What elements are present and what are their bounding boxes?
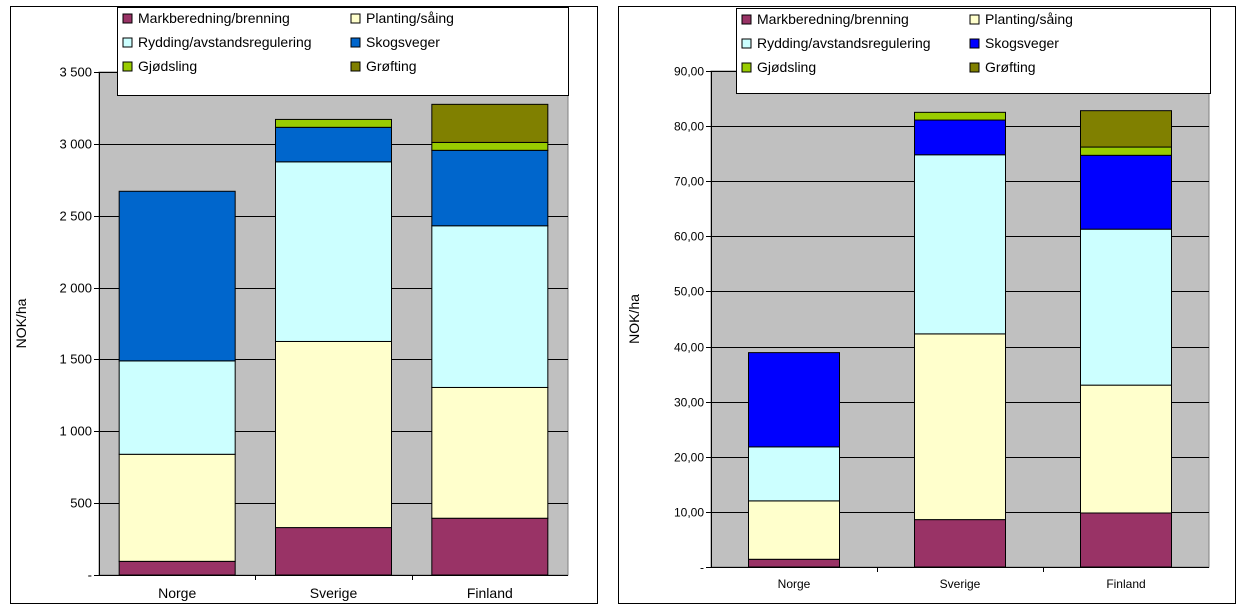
y-tick-label: 1 500 (59, 352, 92, 367)
legend-entry: Gjødsling (138, 58, 197, 74)
bar-segment (431, 225, 549, 388)
y-tick-label: 2 500 (59, 209, 92, 224)
legend-entry: Grøfting (985, 59, 1036, 75)
y-tick-label: 1 000 (59, 424, 92, 439)
legend-swatch (122, 61, 133, 72)
bar-segment (275, 340, 392, 529)
legend-swatch (122, 37, 133, 48)
y-tick-label: 10,00 (674, 506, 704, 520)
legend-box (117, 7, 569, 96)
legend-entry: Rydding/avstandsregulering (757, 35, 931, 51)
bar-segment (118, 360, 236, 455)
bar-segment (914, 333, 1006, 521)
y-tick-label: 3 500 (59, 65, 92, 80)
bar-segment (118, 453, 236, 562)
bar-segment (275, 118, 392, 128)
bar-segment (431, 517, 549, 576)
y-tick-label: 40,00 (674, 341, 704, 355)
legend-swatch (350, 13, 361, 24)
legend-swatch (350, 37, 361, 48)
y-tick-label: 500 (70, 496, 92, 511)
legend-entry: Skogsveger (366, 34, 440, 50)
y-tick-label: 80,00 (674, 120, 704, 134)
bar-segment (431, 149, 549, 227)
bar-segment (118, 560, 236, 576)
x-tick-label: Sverige (310, 585, 358, 601)
bar-segment (914, 111, 1006, 121)
bar-segment (431, 386, 549, 519)
legend-entry: Rydding/avstandsregulering (138, 34, 312, 50)
legend-swatch (122, 13, 133, 24)
bar-segment (275, 161, 392, 342)
y-tick-label: 60,00 (674, 230, 704, 244)
legend-swatch (969, 38, 980, 49)
bar-segment (275, 126, 392, 163)
legend-entry: Planting/såing (985, 11, 1073, 27)
x-tick-label: Sverige (940, 577, 981, 591)
legend-entry: Planting/såing (366, 10, 454, 26)
bar-segment (914, 119, 1006, 156)
y-axis-label: NOK/ha (626, 294, 642, 344)
legend-entry: Markberedning/brenning (138, 10, 290, 26)
bar-segment (1080, 228, 1172, 386)
bar-segment (748, 446, 840, 502)
y-tick-label: 50,00 (674, 285, 704, 299)
bar-segment (431, 103, 549, 143)
bar-segment (914, 519, 1006, 568)
legend-entry: Markberedning/brenning (757, 11, 909, 27)
bar-segment (748, 558, 840, 568)
x-tick-label: Finland (1106, 577, 1145, 591)
bar-segment (431, 141, 549, 151)
legend-entry: Grøfting (366, 58, 417, 74)
y-tick-label: 20,00 (674, 451, 704, 465)
y-tick-label: - (88, 568, 92, 583)
bar-segment (748, 352, 840, 448)
chart-left: - 500 1 000 1 500 2 000 2 500 3 000 3 500 NOK/ha… (0, 0, 600, 606)
bar-segment (1080, 146, 1172, 156)
x-tick-label: Norge (778, 577, 811, 591)
legend-swatch (350, 61, 361, 72)
bar-segment (748, 500, 840, 560)
bar-segment (1080, 154, 1172, 230)
legend-swatch (969, 14, 980, 25)
y-tick-label: 90,00 (674, 65, 704, 79)
legend-swatch (741, 14, 752, 25)
chart-left-svg: - 500 1 000 1 500 2 000 2 500 3 000 3 500 NOK/ha… (10, 6, 598, 604)
y-axis-label: NOK/ha (13, 298, 29, 348)
x-tick-label: Norge (158, 585, 196, 601)
bar-segment (1080, 512, 1172, 568)
chart-right: - 10,00 20,00 30,00 40,00 50,00 60,00 70,00 80,0… (618, 0, 1237, 606)
y-tick-label: - (700, 561, 704, 575)
y-tick-label: 70,00 (674, 175, 704, 189)
x-tick-label: Finland (467, 585, 513, 601)
legend-swatch (741, 62, 752, 73)
y-tick-label: 30,00 (674, 396, 704, 410)
bar-segment (1080, 384, 1172, 514)
y-tick-label: 3 000 (59, 137, 92, 152)
bar-segment (118, 190, 236, 362)
bar-segment (275, 527, 392, 576)
legend-swatch (741, 38, 752, 49)
bar-segment (1080, 110, 1172, 148)
legend-entry: Skogsveger (985, 35, 1059, 51)
legend-swatch (969, 62, 980, 73)
y-tick-label: 2 000 (59, 281, 92, 296)
legend-entry: Gjødsling (757, 59, 816, 75)
chart-right-svg: - 10,00 20,00 30,00 40,00 50,00 60,00 70,00 80,0… (618, 6, 1236, 604)
bar-segment (914, 154, 1006, 335)
